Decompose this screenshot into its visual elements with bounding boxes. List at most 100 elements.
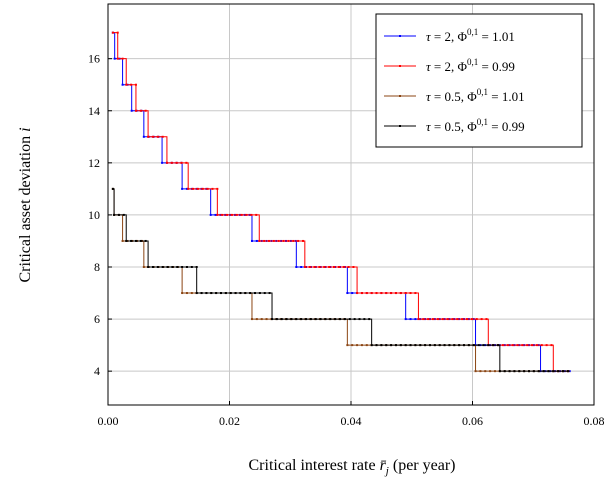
data-point [151, 265, 154, 268]
data-point [356, 344, 359, 347]
data-point [205, 292, 208, 295]
data-point [134, 109, 137, 112]
data-point [219, 292, 222, 295]
data-point [147, 265, 150, 268]
data-point [258, 292, 261, 295]
data-point [552, 370, 555, 373]
data-point [351, 292, 354, 295]
data-point [142, 265, 145, 268]
data-point [314, 318, 317, 321]
data-point [404, 344, 407, 347]
data-point [309, 318, 312, 321]
data-point [250, 318, 253, 321]
data-point [399, 292, 402, 295]
data-point [165, 161, 168, 164]
data-point [479, 370, 482, 373]
y-tick-label: 12 [88, 156, 100, 170]
data-point [523, 370, 526, 373]
data-point [240, 213, 243, 216]
legend-marker [399, 65, 401, 67]
data-point [550, 344, 553, 347]
data-point [195, 292, 198, 295]
data-point [214, 213, 217, 216]
data-point [475, 318, 478, 321]
data-point [394, 344, 397, 347]
data-point [360, 292, 363, 295]
data-point [282, 239, 285, 242]
data-point [170, 161, 173, 164]
data-point [181, 265, 184, 268]
data-point [380, 344, 383, 347]
data-point [472, 344, 475, 347]
data-point [250, 213, 253, 216]
data-point [258, 239, 261, 242]
data-point [166, 265, 169, 268]
series-line [112, 188, 570, 372]
data-point [216, 213, 219, 216]
data-point [277, 239, 280, 242]
data-point [175, 161, 178, 164]
data-point [540, 344, 543, 347]
data-point [484, 370, 487, 373]
data-point [300, 318, 303, 321]
y-tick-label: 10 [88, 208, 100, 222]
data-point [300, 265, 303, 268]
data-point [139, 109, 142, 112]
data-point [390, 344, 393, 347]
data-point [254, 292, 257, 295]
legend-item: τ = 0.5, Φ0,1 = 1.01 [384, 87, 525, 104]
data-point [190, 265, 193, 268]
data-point [215, 292, 218, 295]
legend-label: τ = 0.5, Φ0,1 = 0.99 [426, 117, 525, 134]
legend-label: τ = 0.5, Φ0,1 = 1.01 [426, 87, 525, 104]
data-point [216, 187, 219, 190]
data-point [161, 135, 164, 138]
data-point [508, 370, 511, 373]
data-point [503, 370, 506, 373]
data-point [181, 292, 184, 295]
data-point [190, 292, 193, 295]
data-point [462, 344, 465, 347]
y-axis-label: Critical asset deviation i [17, 127, 34, 282]
data-point [142, 135, 145, 138]
data-point [343, 318, 346, 321]
data-point [532, 370, 535, 373]
data-point [295, 265, 298, 268]
data-point [221, 213, 224, 216]
data-point [409, 318, 412, 321]
x-tick-label: 0.06 [462, 414, 483, 428]
data-point [121, 57, 124, 60]
data-point [151, 135, 154, 138]
data-point [518, 370, 521, 373]
data-point [180, 161, 183, 164]
data-point [211, 187, 214, 190]
data-point [461, 318, 464, 321]
series-line [112, 188, 570, 372]
data-point [332, 265, 335, 268]
data-point [422, 318, 425, 321]
data-point [161, 161, 164, 164]
data-point [263, 292, 266, 295]
data-point [161, 265, 164, 268]
data-point [209, 213, 212, 216]
data-point [196, 187, 199, 190]
legend: τ = 2, Φ0,1 = 1.01 τ = 2, Φ0,1 = 0.99 τ = … [375, 13, 583, 148]
data-point [255, 213, 258, 216]
data-point [260, 318, 263, 321]
data-point [456, 318, 459, 321]
data-point [195, 265, 198, 268]
data-point [185, 187, 188, 190]
data-point [385, 292, 388, 295]
data-point [185, 292, 188, 295]
data-point [267, 239, 270, 242]
data-point [134, 239, 137, 242]
data-point [245, 213, 248, 216]
data-point [399, 344, 402, 347]
data-point [487, 344, 490, 347]
x-tick-label: 0.04 [341, 414, 362, 428]
data-point [156, 135, 159, 138]
data-point [255, 318, 258, 321]
data-point [427, 318, 430, 321]
data-point [511, 344, 514, 347]
